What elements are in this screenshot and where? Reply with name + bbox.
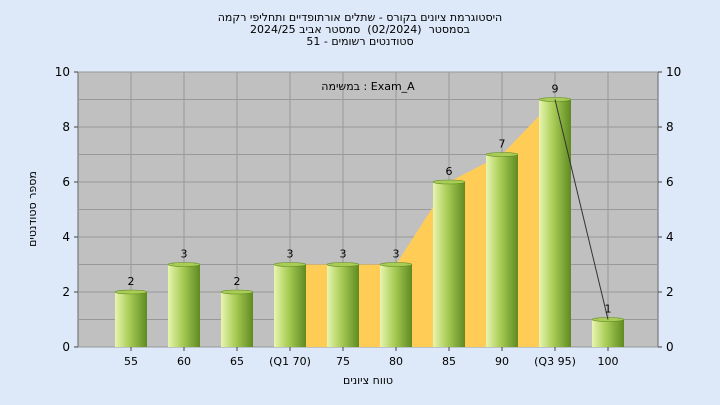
bar-body: [486, 154, 518, 347]
chart-subtitle: במשימה : Exam_A: [321, 80, 415, 93]
x-tick-label: 85: [442, 355, 456, 368]
data-label: 1: [605, 303, 612, 316]
bar-body: [433, 182, 465, 347]
data-label: 3: [181, 248, 188, 261]
trend-line: [554, 99, 609, 320]
chart-title-line-3: סטודנטים רשומים - 51: [306, 35, 414, 48]
x-axis-label: טווח ציונים: [343, 374, 393, 387]
bar: [591, 317, 625, 347]
bar-cap: [220, 289, 254, 295]
y-tick-label-left: 0: [62, 340, 70, 354]
x-tick-label: 90: [495, 355, 509, 368]
bar: [114, 289, 148, 347]
bar-body: [168, 264, 200, 347]
x-tick-label: 75: [336, 355, 350, 368]
data-label: 3: [287, 248, 294, 261]
y-tick-label-left: 2: [62, 285, 70, 299]
bar-cap: [432, 179, 466, 185]
y-tick-label-left: 4: [62, 230, 70, 244]
bar: [167, 262, 201, 347]
bar-cap: [273, 262, 307, 267]
bars: [114, 97, 625, 347]
bar-body: [592, 319, 624, 347]
y-tick-label-left: 8: [62, 120, 70, 134]
y-tick-label-right: 0: [666, 340, 674, 354]
chart-title-line-2: בסמסטר (02/2024) סמסטר אביב 2024/25: [249, 23, 471, 36]
bar: [326, 262, 360, 347]
bar: [538, 97, 572, 347]
data-label: 2: [234, 275, 241, 288]
bar: [379, 262, 413, 347]
x-tick-label: 55: [124, 355, 138, 368]
bar-body: [380, 264, 412, 347]
bar-body: [115, 292, 147, 347]
bar: [432, 179, 466, 347]
x-tick-label: 60: [177, 355, 191, 368]
y-tick-label-left: 10: [55, 65, 70, 79]
bar-cap: [326, 262, 360, 267]
axes: 0 0 2 2 4 4 6 6 8 8 10 10 55 60 65 (Q1 70) 75 80 85 90 (Q3 9…: [55, 65, 682, 368]
data-labels: 2 3 2 3 3 3 6 7 9 1: [128, 83, 612, 316]
x-tick-label: (Q1 70): [269, 355, 311, 368]
bar-body: [327, 264, 359, 347]
data-label: 9: [552, 83, 559, 96]
x-tick-label: (Q3 95): [534, 355, 576, 368]
y-tick-label-left: 6: [62, 175, 70, 189]
y-tick-label-right: 8: [666, 120, 674, 134]
x-tick-label: 80: [389, 355, 403, 368]
y-tick-label-right: 2: [666, 285, 674, 299]
bar-body: [274, 264, 306, 347]
bar-cap: [114, 289, 148, 295]
bar: [485, 152, 519, 347]
y-axis-label: מספר סטודנטים: [26, 171, 39, 247]
chart-title-line-1: היסטוגרמת ציונים בקורס - שתלים אורתופדיי…: [217, 11, 503, 24]
bar: [273, 262, 307, 347]
x-tick-label: 100: [598, 355, 619, 368]
data-label: 6: [446, 165, 453, 178]
data-label: 7: [499, 138, 506, 151]
data-label: 2: [128, 275, 135, 288]
y-tick-label-right: 6: [666, 175, 674, 189]
bar: [220, 289, 254, 347]
bar-cap: [379, 262, 413, 267]
bar-cap: [485, 152, 519, 157]
data-label: 3: [340, 248, 347, 261]
bar-body: [221, 292, 253, 347]
bar-cap: [167, 262, 201, 267]
y-tick-label-right: 10: [666, 65, 681, 79]
data-label: 3: [393, 248, 400, 261]
y-tick-label-right: 4: [666, 230, 674, 244]
x-tick-label: 65: [230, 355, 244, 368]
bar-body: [539, 99, 571, 347]
